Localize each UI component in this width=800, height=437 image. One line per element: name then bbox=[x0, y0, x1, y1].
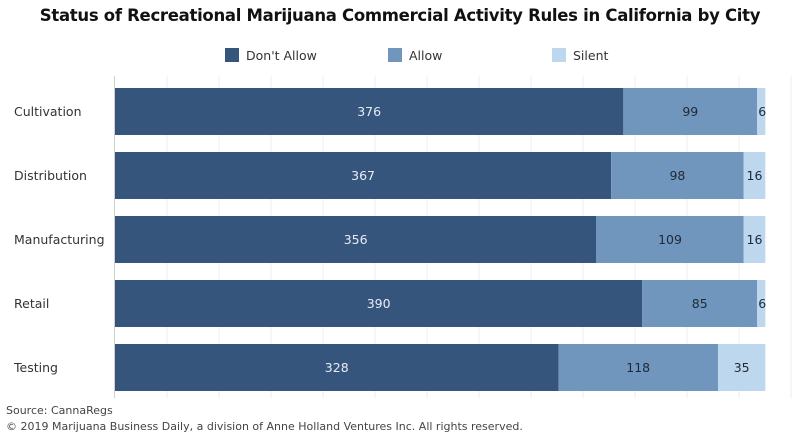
bar-manufacturing-don-t-allow bbox=[115, 216, 597, 263]
chart-title: Status of Recreational Marijuana Commerc… bbox=[39, 6, 761, 25]
data-label: 376 bbox=[357, 104, 381, 119]
bar-testing-silent bbox=[717, 344, 766, 391]
legend-swatch-silent bbox=[552, 48, 566, 62]
bar-testing-allow bbox=[558, 344, 718, 391]
bar-cultivation-don-t-allow bbox=[115, 88, 624, 135]
bar-testing-don-t-allow bbox=[115, 344, 559, 391]
data-label: 109 bbox=[658, 232, 682, 247]
data-label: 367 bbox=[351, 168, 375, 183]
data-label: 16 bbox=[747, 232, 763, 247]
data-label: 98 bbox=[669, 168, 685, 183]
bar-manufacturing-silent bbox=[743, 216, 766, 263]
data-label: 35 bbox=[734, 360, 750, 375]
legend-swatch-allow bbox=[388, 48, 402, 62]
legend-swatch-dont-allow bbox=[225, 48, 239, 62]
legend-item-dont-allow: Don't Allow bbox=[225, 47, 317, 63]
bar-cultivation-silent bbox=[757, 88, 766, 135]
bar-retail-silent bbox=[757, 280, 766, 327]
bar-distribution-don-t-allow bbox=[115, 152, 612, 199]
data-label: 328 bbox=[325, 360, 349, 375]
category-label-distribution: Distribution bbox=[14, 168, 87, 183]
category-label-retail: Retail bbox=[14, 296, 49, 311]
legend-label-allow: Allow bbox=[409, 47, 443, 63]
source-note: Source: CannaRegs bbox=[6, 404, 113, 417]
category-label-cultivation: Cultivation bbox=[14, 104, 82, 119]
legend-label-dont-allow: Don't Allow bbox=[246, 47, 317, 63]
legend-item-silent: Silent bbox=[552, 47, 608, 63]
bar-distribution-allow bbox=[611, 152, 744, 199]
data-label: 6 bbox=[758, 104, 766, 119]
data-label: 99 bbox=[682, 104, 698, 119]
bar-cultivation-allow bbox=[623, 88, 758, 135]
data-label: 6 bbox=[758, 296, 766, 311]
data-label: 16 bbox=[747, 168, 763, 183]
legend-item-allow: Allow bbox=[388, 47, 442, 63]
bar-retail-don-t-allow bbox=[115, 280, 643, 327]
data-label: 118 bbox=[626, 360, 650, 375]
bar-retail-allow bbox=[642, 280, 758, 327]
bar-distribution-silent bbox=[743, 152, 766, 199]
legend-label-silent: Silent bbox=[573, 47, 609, 63]
data-label: 390 bbox=[367, 296, 391, 311]
bar-manufacturing-allow bbox=[596, 216, 744, 263]
data-label: 85 bbox=[692, 296, 708, 311]
data-label: 356 bbox=[344, 232, 368, 247]
copyright-note: © 2019 Marijuana Business Daily, a divis… bbox=[6, 420, 523, 433]
category-label-manufacturing: Manufacturing bbox=[14, 232, 105, 247]
category-label-testing: Testing bbox=[13, 360, 58, 375]
